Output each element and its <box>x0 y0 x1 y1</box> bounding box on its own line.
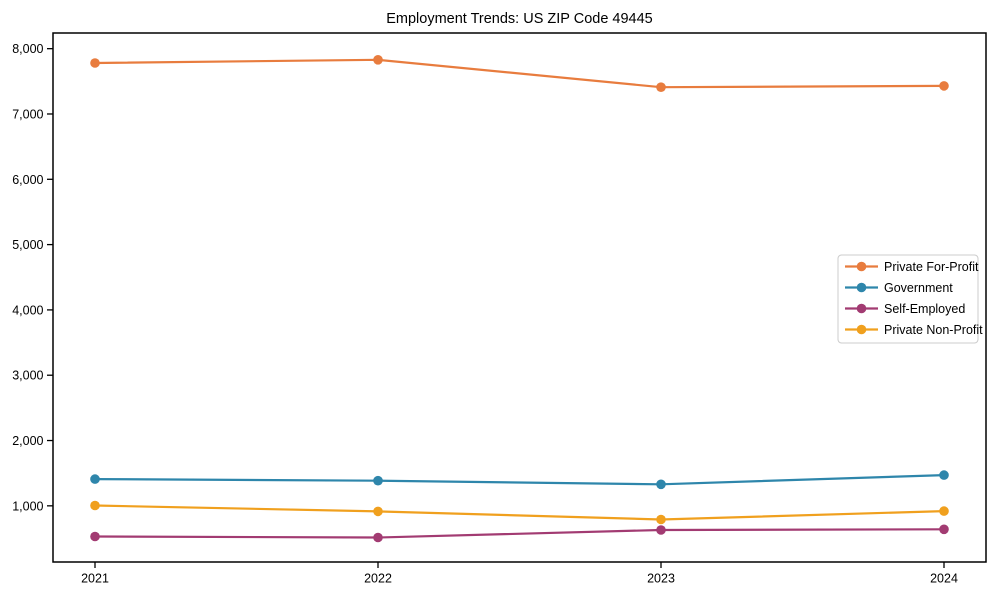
legend-marker-self-employed <box>856 303 867 314</box>
y-tick-label: 1,000 <box>12 499 43 513</box>
y-tick-label: 6,000 <box>12 173 43 187</box>
data-point-private-non-profit-2023 <box>656 514 666 525</box>
legend-item-government: Government <box>845 281 953 295</box>
legend-item-self-employed: Self-Employed <box>845 302 965 316</box>
legend-item-private-non-profit: Private Non-Profit <box>845 323 983 337</box>
legend-marker-private-non-profit <box>856 324 867 335</box>
x-tick-label: 2023 <box>647 572 675 586</box>
data-point-private-for-profit-2024 <box>939 81 949 91</box>
data-point-private-non-profit-2024 <box>939 506 949 516</box>
y-tick-label: 2,000 <box>12 434 43 448</box>
data-point-private-for-profit-2021 <box>90 58 100 68</box>
series-line-private-for-profit <box>93 58 946 89</box>
legend-item-label: Private For-Profit <box>884 260 979 274</box>
data-point-government-2023 <box>656 479 666 490</box>
data-point-government-2021 <box>90 474 100 484</box>
data-point-self-employed-2022 <box>373 532 383 543</box>
legend-marker-private-for-profit <box>856 261 867 272</box>
data-point-self-employed-2021 <box>90 531 100 542</box>
chart-title: Employment Trends: US ZIP Code 49445 <box>386 11 653 27</box>
legend: Private For-Profit Government Self-Employe… <box>837 254 983 344</box>
series-line-government <box>93 474 946 486</box>
series-line-self-employed <box>93 528 946 539</box>
plot-frame <box>52 32 987 563</box>
data-point-government-2022 <box>373 475 383 486</box>
legend-item-label: Self-Employed <box>884 302 965 316</box>
x-tick-label: 2021 <box>81 572 109 586</box>
data-point-private-non-profit-2021 <box>90 500 100 511</box>
data-point-self-employed-2024 <box>939 524 949 535</box>
data-point-government-2024 <box>939 470 949 480</box>
data-point-private-for-profit-2023 <box>656 82 666 92</box>
y-tick-label: 8,000 <box>12 42 43 56</box>
series-line-private-non-profit <box>93 504 946 521</box>
y-tick-label: 5,000 <box>12 238 43 252</box>
legend-box <box>837 254 979 344</box>
legend-item-label: Government <box>884 281 953 295</box>
y-tick-label: 4,000 <box>12 303 43 317</box>
plot-area: 1,000 2,000 3,000 4,000 5,000 6,000 7,000 8,000… <box>12 32 987 586</box>
y-tick-label: 3,000 <box>12 369 43 383</box>
y-tick-label: 7,000 <box>12 107 43 121</box>
data-point-private-non-profit-2022 <box>373 506 383 517</box>
legend-marker-government <box>856 282 867 293</box>
legend-item-label: Private Non-Profit <box>884 323 983 337</box>
data-point-self-employed-2023 <box>656 525 666 535</box>
x-tick-label: 2022 <box>364 572 392 586</box>
x-tick-label: 2024 <box>930 572 958 586</box>
legend-item-private-for-profit: Private For-Profit <box>845 260 979 274</box>
data-point-private-for-profit-2022 <box>373 55 383 65</box>
